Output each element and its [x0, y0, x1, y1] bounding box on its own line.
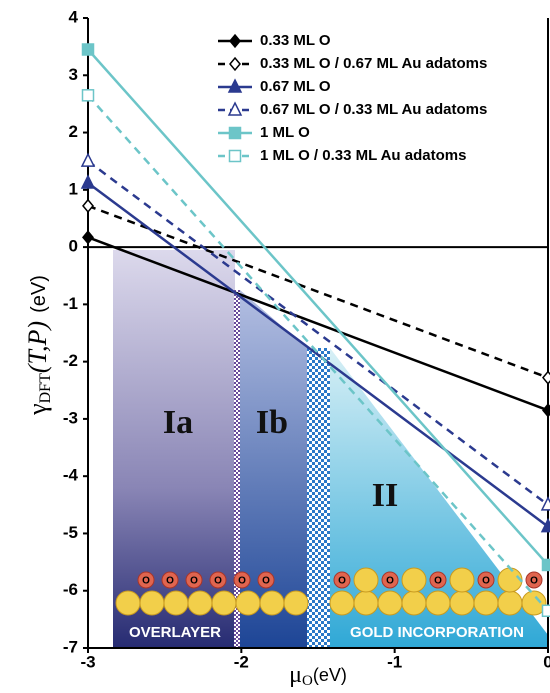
legend-label: 1 ML O / 0.33 ML Au adatoms — [260, 147, 466, 164]
y-tick-label: 4 — [69, 7, 79, 26]
gold-atom — [260, 591, 284, 615]
marker — [230, 128, 241, 139]
legend-label: 0.67 ML O / 0.33 ML Au adatoms — [260, 101, 487, 118]
y-tick-label: -1 — [63, 294, 78, 313]
gold-atom — [498, 591, 522, 615]
y-tick-label: -5 — [63, 523, 78, 542]
x-tick-label: -3 — [80, 652, 95, 671]
marker — [542, 520, 550, 532]
x-axis-label: μO(eV) — [289, 662, 347, 689]
atom-label: O — [214, 576, 222, 587]
gold-atom — [402, 568, 426, 592]
marker — [543, 404, 550, 416]
x-tick-label: 0 — [543, 652, 550, 671]
marker — [82, 176, 94, 188]
gold-atom — [116, 591, 140, 615]
atom-label: O — [482, 576, 490, 587]
gold-atom — [354, 591, 378, 615]
chart: O O O O O O O O O O O Ia Ib II OVERLAYER GOLD INCO… — [0, 0, 550, 688]
gold-atom — [450, 591, 474, 615]
atom-label: O — [166, 576, 174, 587]
marker — [83, 200, 93, 212]
legend-label: 0.67 ML O — [260, 78, 331, 95]
marker — [543, 605, 550, 616]
atom-label: O — [262, 576, 270, 587]
marker — [542, 498, 550, 510]
y-label-symbol: γ — [23, 403, 52, 416]
atom-label: O — [238, 576, 246, 587]
gold-atom — [236, 591, 260, 615]
y-label-sub: DFT — [37, 373, 54, 403]
region-caption: OVERLAYER — [129, 624, 221, 641]
y-tick-label: 3 — [69, 65, 78, 84]
marker — [230, 35, 240, 47]
x-tick-label: -1 — [387, 652, 402, 671]
legend-label: 0.33 ML O — [260, 32, 331, 49]
gold-atom — [330, 591, 354, 615]
atom-label: O — [386, 576, 394, 587]
y-tick-label: -6 — [63, 580, 78, 599]
gold-atom — [498, 568, 522, 592]
gold-atom — [378, 591, 402, 615]
marker — [83, 90, 94, 101]
region-checker — [307, 348, 330, 648]
y-tick-label: 1 — [69, 179, 78, 198]
marker — [83, 231, 93, 243]
gold-atom — [164, 591, 188, 615]
marker — [230, 151, 241, 162]
y-tick-label: -2 — [63, 351, 78, 370]
marker — [83, 44, 94, 55]
region-label: Ib — [256, 404, 288, 441]
y-tick-label: 0 — [69, 237, 78, 256]
atom-label: O — [338, 576, 346, 587]
gold-atom — [474, 591, 498, 615]
atom-label: O — [434, 576, 442, 587]
y-tick-label: 2 — [69, 122, 78, 141]
x-tick-label: -2 — [234, 652, 249, 671]
gold-atom — [284, 591, 308, 615]
gold-atom — [402, 591, 426, 615]
y-tick-label: -7 — [63, 637, 78, 656]
marker — [543, 372, 550, 384]
y-label-args: (T,P) — [23, 321, 52, 373]
y-tick-label: -4 — [63, 466, 79, 485]
legend-label: 1 ML O — [260, 124, 310, 141]
x-label-symbol: μ — [289, 662, 302, 688]
atom-label: O — [142, 576, 150, 587]
regions — [113, 250, 548, 648]
marker — [82, 154, 94, 166]
x-label-sub: O — [302, 673, 313, 688]
gold-atom — [188, 591, 212, 615]
marker — [543, 559, 550, 570]
x-label-unit: (eV) — [313, 665, 347, 685]
atom-label: O — [530, 576, 538, 587]
gold-atom — [212, 591, 236, 615]
legend-label: 0.33 ML O / 0.67 ML Au adatoms — [260, 55, 487, 72]
region-label: Ia — [163, 404, 193, 441]
region-caption: GOLD INCORPORATION — [350, 624, 524, 641]
y-axis-label: γDFT(T,P) (eV) — [23, 275, 54, 416]
gold-atom — [354, 568, 378, 592]
gold-atom — [426, 591, 450, 615]
atom-label: O — [190, 576, 198, 587]
region-label: II — [372, 477, 398, 514]
y-label-unit: (eV) — [28, 275, 50, 313]
marker — [230, 58, 240, 70]
gold-atom — [140, 591, 164, 615]
y-tick-label: -3 — [63, 408, 78, 427]
gold-atom — [450, 568, 474, 592]
